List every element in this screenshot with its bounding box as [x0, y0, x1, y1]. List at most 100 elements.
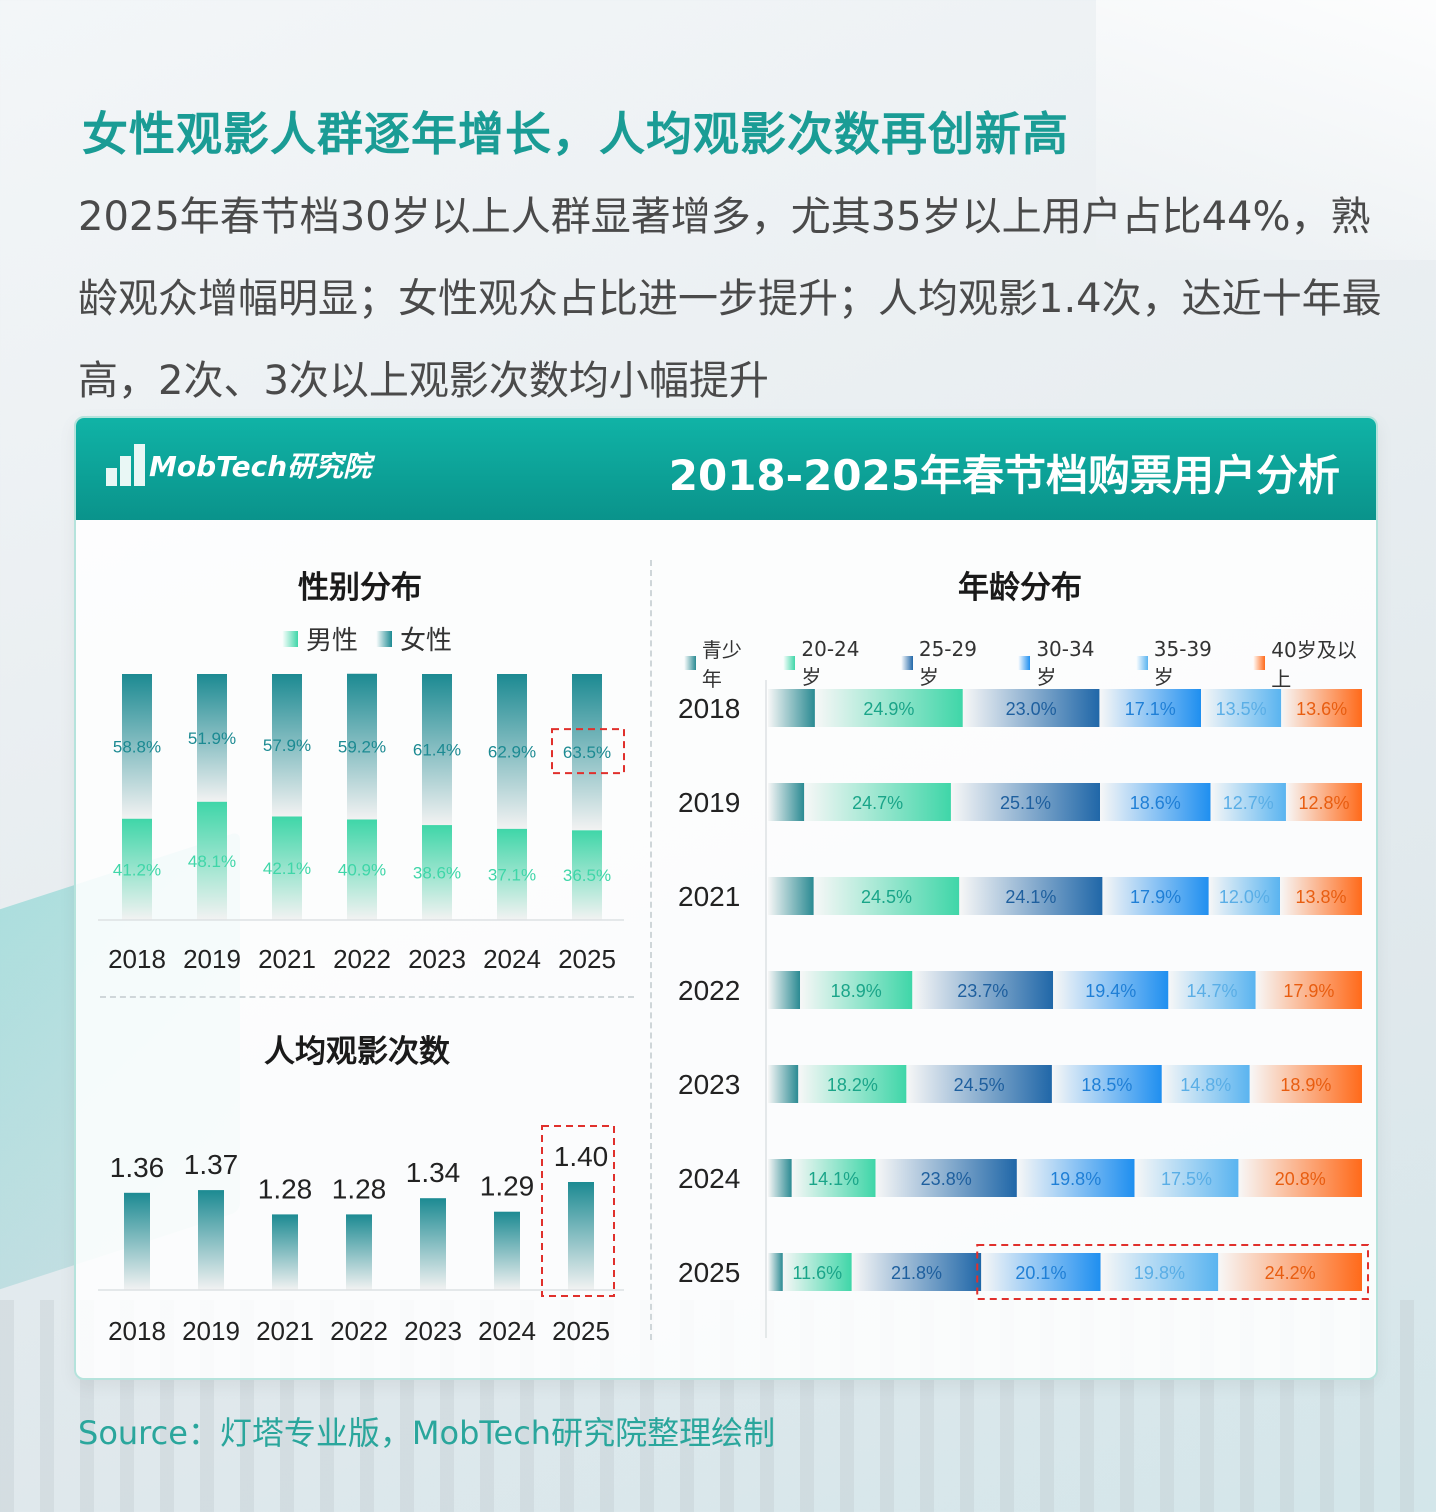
age-bar-segment [1238, 1159, 1362, 1197]
visits-bar [420, 1198, 446, 1290]
analysis-card: MobTech研究院 2018-2025年春节档购票用户分析 性别分布 男性 女… [74, 416, 1378, 1380]
age-segment-label: 23.7% [957, 981, 1008, 1001]
age-bar-segment [981, 1253, 1101, 1291]
age-segment-label: 13.6% [1296, 699, 1347, 719]
age-segment-label: 21.8% [891, 1263, 942, 1283]
legend-swatch-male [282, 630, 298, 647]
age-segment-label: 17.1% [1125, 699, 1176, 719]
legend-item-25-29: 25-29岁 [900, 636, 996, 690]
age-bar-segment [851, 1253, 982, 1291]
age-bar-segment [1210, 783, 1286, 821]
gender-label-male: 41.2% [113, 860, 161, 879]
visits-value-label: 1.37 [184, 1149, 239, 1180]
age-y-tick: 2018 [678, 693, 740, 724]
age-segment-label: 13.5% [1216, 699, 1267, 719]
visits-bar [272, 1214, 298, 1290]
age-bar-segment [1280, 877, 1362, 915]
gender-bar-male [572, 830, 602, 920]
gender-bar-male [422, 825, 452, 920]
age-y-tick: 2023 [678, 1069, 740, 1100]
legend-item-20-24: 20-24岁 [783, 637, 878, 690]
age-segment-label: 24.5% [954, 1075, 1005, 1095]
age-segment-label: 12.8% [1298, 793, 1349, 813]
legend-item-35-39: 35-39岁 [1135, 636, 1231, 690]
age-bar-segment [1100, 783, 1211, 821]
age-segment-label: 18.6% [1130, 793, 1181, 813]
legend-label-35-39: 35-39岁 [1153, 636, 1212, 689]
logo-mark-icon [106, 444, 145, 486]
logo-text: MobTech研究院 [149, 450, 372, 483]
legend-item-male: 男性 [282, 620, 358, 657]
legend-swatch-35-39 [1135, 656, 1148, 670]
visits-x-tick: 2019 [182, 1316, 240, 1346]
age-highlight-box [976, 1244, 1369, 1300]
gender-label-male: 42.1% [263, 859, 311, 878]
gender-label-female: 57.9% [263, 736, 311, 755]
visits-value-label: 1.28 [258, 1173, 313, 1204]
legend-label-30-34: 30-34岁 [1036, 636, 1095, 689]
mobtech-logo: MobTech研究院 [106, 440, 371, 490]
age-segment-label: 20.8% [1275, 1169, 1326, 1189]
age-segment-label: 20.1% [1015, 1263, 1066, 1283]
gender-x-tick: 2019 [183, 944, 241, 974]
age-bar-segment [1051, 1065, 1162, 1103]
age-segment-label: 24.1% [1005, 887, 1056, 907]
gender-label-male: 36.5% [563, 866, 611, 885]
age-segment-label: 14.1% [808, 1169, 859, 1189]
legend-item-female: 女性 [376, 620, 452, 657]
age-bar-segment [1249, 1065, 1362, 1103]
gender-x-tick: 2024 [483, 944, 541, 974]
legend-label-teen: 青少年 [701, 638, 742, 691]
visits-chart-title: 人均观影次数 [264, 1034, 450, 1070]
age-bar-segment [768, 971, 801, 1009]
age-bar-segment [768, 783, 805, 821]
gender-x-tick: 2018 [108, 944, 166, 974]
gender-x-tick: 2023 [408, 944, 466, 974]
legend-item-40-plus: 40岁及以上 [1253, 634, 1376, 692]
visits-value-label: 1.34 [406, 1157, 461, 1188]
age-bar-segment [1134, 1159, 1239, 1197]
card-header: MobTech研究院 2018-2025年春节档购票用户分析 [76, 418, 1376, 520]
age-segment-label: 14.8% [1180, 1075, 1231, 1095]
visits-value-label: 1.36 [110, 1152, 165, 1183]
gender-highlight-box [551, 728, 625, 775]
age-bar-segment [962, 689, 1100, 727]
legend-label-female: 女性 [400, 626, 453, 656]
age-segment-label: 12.7% [1223, 793, 1274, 813]
visits-bar [346, 1214, 372, 1290]
age-bar-segment [791, 1159, 876, 1197]
legend-swatch-30-34 [1018, 656, 1031, 670]
age-bar-segment [798, 1065, 907, 1103]
visits-x-tick: 2021 [256, 1316, 314, 1346]
source-note: Source：灯塔专业版，MobTech研究院整理绘制 [78, 1414, 776, 1452]
gender-label-female: 61.4% [413, 741, 461, 760]
gender-label-male: 38.6% [413, 864, 461, 883]
age-y-tick: 2022 [678, 975, 740, 1006]
age-bar-segment [813, 877, 960, 915]
gender-bar-female [122, 674, 152, 819]
gender-x-tick: 2022 [333, 944, 391, 974]
age-segment-label: 18.5% [1081, 1075, 1132, 1095]
visits-value-label: 1.29 [480, 1171, 535, 1202]
legend-label-20-24: 20-24岁 [801, 636, 860, 689]
age-bar-segment [768, 689, 815, 727]
card-title: 2018-2025年春节档购票用户分析 [668, 451, 1340, 500]
age-y-tick: 2024 [678, 1163, 740, 1194]
visits-bar [494, 1211, 520, 1290]
age-y-tick: 2021 [678, 881, 740, 912]
background-glow [1096, 0, 1436, 260]
gender-bar-female [497, 674, 527, 829]
gender-label-female: 59.2% [338, 738, 386, 757]
intro-text: 2025年春节档30岁以上人群显著增多，尤其35岁以上用户占比44%，熟龄观众增… [78, 194, 1382, 404]
age-segment-label: 19.4% [1085, 981, 1136, 1001]
age-segment-label: 19.8% [1134, 1263, 1185, 1283]
legend-label-25-29: 25-29岁 [918, 636, 977, 689]
gender-label-female: 58.8% [113, 737, 161, 756]
gender-bar-female [347, 673, 377, 820]
gender-x-tick: 2025 [558, 944, 616, 974]
visits-bar [124, 1192, 150, 1290]
age-segment-label: 24.9% [863, 699, 914, 719]
age-bar-segment [1281, 689, 1362, 727]
horizontal-divider [100, 996, 634, 998]
age-segment-label: 11.6% [792, 1263, 842, 1283]
